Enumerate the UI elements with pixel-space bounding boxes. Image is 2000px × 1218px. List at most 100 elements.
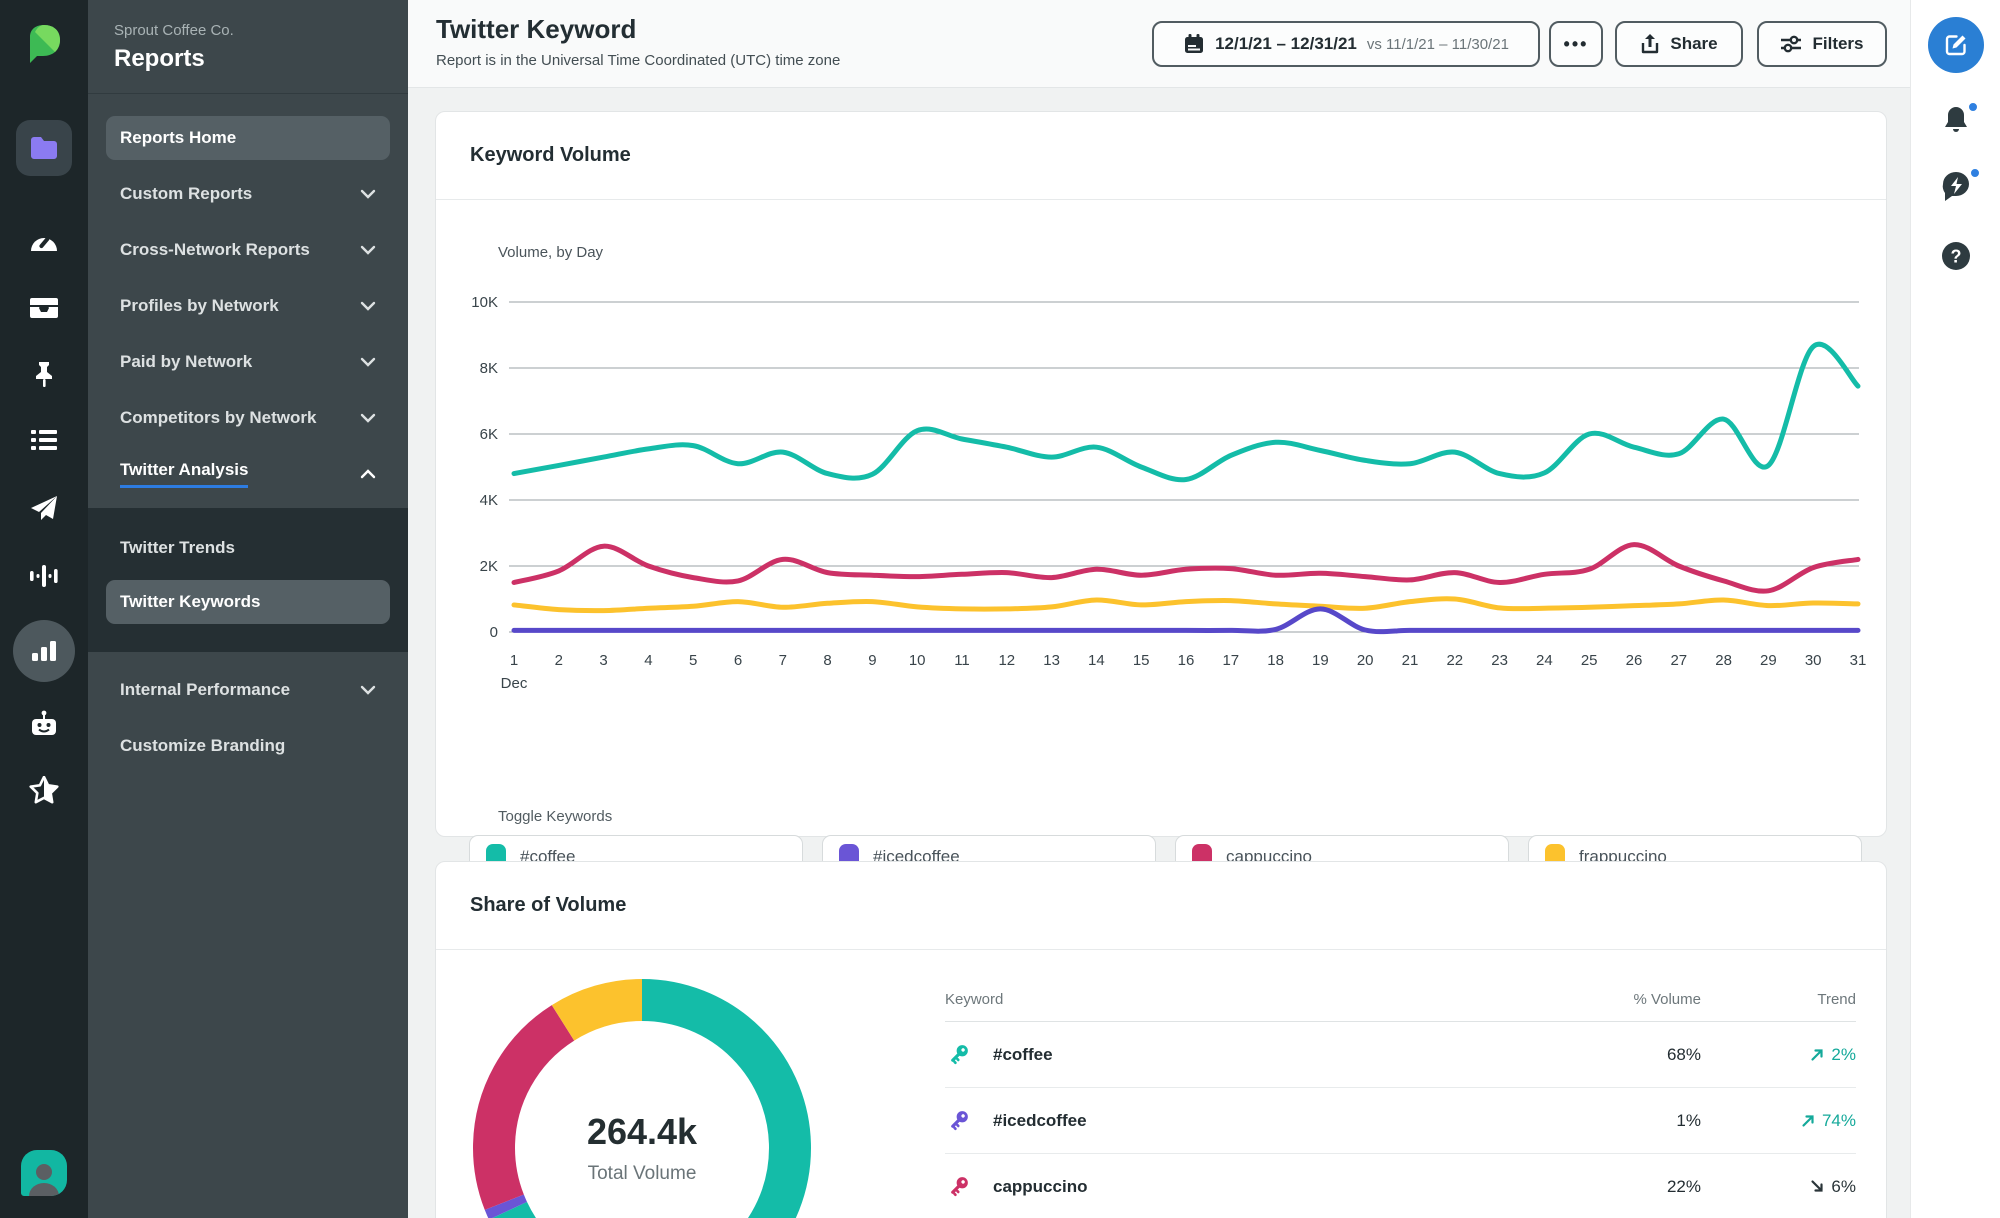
svg-text:26: 26 bbox=[1626, 652, 1643, 669]
svg-text:6: 6 bbox=[734, 652, 742, 669]
paper-plane-icon[interactable] bbox=[16, 480, 72, 536]
svg-text:23: 23 bbox=[1491, 652, 1508, 669]
trend-up-icon bbox=[1802, 1115, 1814, 1127]
table-row-icedcoffee: #icedcoffee 1% 74% bbox=[945, 1088, 1856, 1154]
svg-text:10: 10 bbox=[909, 652, 926, 669]
sidebar-item-custom-reports[interactable]: Custom Reports bbox=[106, 172, 390, 216]
help-icon[interactable]: ? bbox=[1911, 240, 2000, 272]
svg-text:20: 20 bbox=[1357, 652, 1374, 669]
compose-button[interactable] bbox=[1928, 17, 1984, 73]
chevron-down-icon bbox=[360, 413, 376, 423]
svg-text:5: 5 bbox=[689, 652, 697, 669]
volume-value: 1% bbox=[1676, 1110, 1701, 1130]
sidebar-item-twitter-trends[interactable]: Twitter Trends bbox=[120, 538, 235, 557]
keyword-label: #icedcoffee bbox=[993, 1110, 1087, 1130]
toggle-keywords-label: Toggle Keywords bbox=[498, 808, 613, 825]
sidebar-item-twitter-keywords[interactable]: Twitter Keywords bbox=[106, 580, 390, 624]
chevron-down-icon bbox=[360, 245, 376, 255]
compose-icon bbox=[1945, 35, 1966, 56]
chevron-down-icon bbox=[360, 685, 376, 695]
user-avatar[interactable] bbox=[21, 1150, 67, 1196]
table-row-coffee: #coffee 68% 2% bbox=[945, 1022, 1856, 1088]
share-icon bbox=[1642, 34, 1659, 54]
list-icon[interactable] bbox=[16, 412, 72, 468]
sidebar-item-twitter-analysis[interactable]: Twitter Analysis bbox=[106, 452, 390, 496]
series-line-#icedcoffee bbox=[511, 606, 1861, 635]
sidebar-item-customize-branding[interactable]: Customize Branding bbox=[120, 736, 286, 755]
chevron-down-icon bbox=[360, 301, 376, 311]
svg-text:30: 30 bbox=[1805, 652, 1822, 669]
key-icon bbox=[951, 1176, 968, 1196]
sprout-logo bbox=[16, 16, 72, 72]
svg-text:24: 24 bbox=[1536, 652, 1553, 669]
sidebar-item-profiles-by-network[interactable]: Profiles by Network bbox=[106, 284, 390, 328]
sidebar-item-paid-by-network[interactable]: Paid by Network bbox=[106, 340, 390, 384]
volume-value: 68% bbox=[1666, 1044, 1701, 1064]
reports-sidebar: Sprout Coffee Co. Reports Reports Home C… bbox=[88, 0, 408, 1218]
trend-down-icon bbox=[1811, 1180, 1824, 1192]
table-header: Keyword % Volume Trend bbox=[945, 978, 1856, 1022]
keyword-label: #coffee bbox=[993, 1044, 1053, 1064]
table-row-cappuccino: cappuccino 22% 6% bbox=[945, 1154, 1856, 1218]
svg-text:8K: 8K bbox=[480, 360, 498, 377]
share-of-volume-card: Share of Volume 264.4k Total Volume Keyw… bbox=[435, 861, 1887, 1218]
svg-text:18: 18 bbox=[1267, 652, 1284, 669]
company-name: Sprout Coffee Co. bbox=[114, 22, 234, 39]
messages-bolt-icon[interactable] bbox=[1911, 167, 2000, 202]
sidebar-item-competitors-by-network[interactable]: Competitors by Network bbox=[106, 396, 390, 440]
trend-up-icon bbox=[1811, 1049, 1824, 1061]
donut-slice-cappuccino bbox=[473, 979, 811, 1218]
svg-text:12: 12 bbox=[998, 652, 1015, 669]
message-dot bbox=[1969, 167, 1981, 179]
date-range-button[interactable]: 12/1/21 – 12/31/21 vs 11/1/21 – 11/30/21 bbox=[1152, 21, 1540, 67]
series-line-#coffee bbox=[511, 341, 1861, 483]
key-icon bbox=[951, 1044, 968, 1064]
svg-text:14: 14 bbox=[1088, 652, 1105, 669]
svg-text:4: 4 bbox=[644, 652, 652, 669]
sidebar-item-cross-network-reports[interactable]: Cross-Network Reports bbox=[106, 228, 390, 272]
sidebar-header: Sprout Coffee Co. Reports bbox=[88, 0, 408, 94]
utility-rail: ? bbox=[1910, 0, 2000, 1218]
svg-text:21: 21 bbox=[1402, 652, 1419, 669]
keyword-share-table: Keyword % Volume Trend #coffee 68% 2% #i… bbox=[945, 978, 1856, 1218]
speedometer-icon[interactable] bbox=[16, 212, 72, 268]
sliders-icon bbox=[1781, 35, 1802, 53]
svg-text:27: 27 bbox=[1670, 652, 1687, 669]
pin-icon[interactable] bbox=[16, 346, 72, 402]
svg-text:6K: 6K bbox=[480, 426, 498, 443]
svg-text:3: 3 bbox=[599, 652, 607, 669]
volume-value: 22% bbox=[1666, 1176, 1701, 1196]
svg-text:9: 9 bbox=[868, 652, 876, 669]
svg-text:1: 1 bbox=[510, 652, 518, 669]
sidebar-item-internal-performance[interactable]: Internal Performance bbox=[106, 668, 390, 712]
svg-text:22: 22 bbox=[1446, 652, 1463, 669]
svg-text:4K: 4K bbox=[480, 492, 498, 509]
svg-text:8: 8 bbox=[823, 652, 831, 669]
star-icon[interactable] bbox=[16, 762, 72, 818]
report-header: Twitter Keyword Report is in the Univers… bbox=[408, 0, 1910, 88]
notifications-bell-icon[interactable] bbox=[1911, 101, 2000, 136]
key-icon bbox=[951, 1110, 968, 1130]
donut-slice-frappuccino bbox=[473, 979, 811, 1218]
page-title: Twitter Keyword bbox=[436, 14, 637, 44]
keyword-volume-card: Keyword Volume Volume, by Day 10K 8K 6K 4K 2… bbox=[435, 111, 1887, 879]
robot-icon[interactable] bbox=[16, 696, 72, 752]
svg-text:?: ? bbox=[1951, 247, 1962, 267]
svg-text:29: 29 bbox=[1760, 652, 1777, 669]
svg-text:2K: 2K bbox=[480, 558, 498, 575]
chart-axis-title: Volume, by Day bbox=[498, 244, 604, 261]
more-options-button[interactable]: ••• bbox=[1549, 21, 1603, 67]
folder-icon[interactable] bbox=[16, 120, 72, 176]
svg-text:15: 15 bbox=[1133, 652, 1150, 669]
share-button[interactable]: Share bbox=[1615, 21, 1743, 67]
inbox-icon[interactable] bbox=[16, 280, 72, 336]
svg-text:16: 16 bbox=[1178, 652, 1195, 669]
bar-chart-icon[interactable] bbox=[13, 620, 75, 682]
svg-text:2: 2 bbox=[555, 652, 563, 669]
sidebar-item-reports-home[interactable]: Reports Home bbox=[106, 116, 390, 160]
filters-button[interactable]: Filters bbox=[1757, 21, 1887, 67]
keyword-volume-title: Keyword Volume bbox=[436, 112, 1886, 200]
waveform-icon[interactable] bbox=[16, 548, 72, 604]
svg-text:31: 31 bbox=[1850, 652, 1867, 669]
